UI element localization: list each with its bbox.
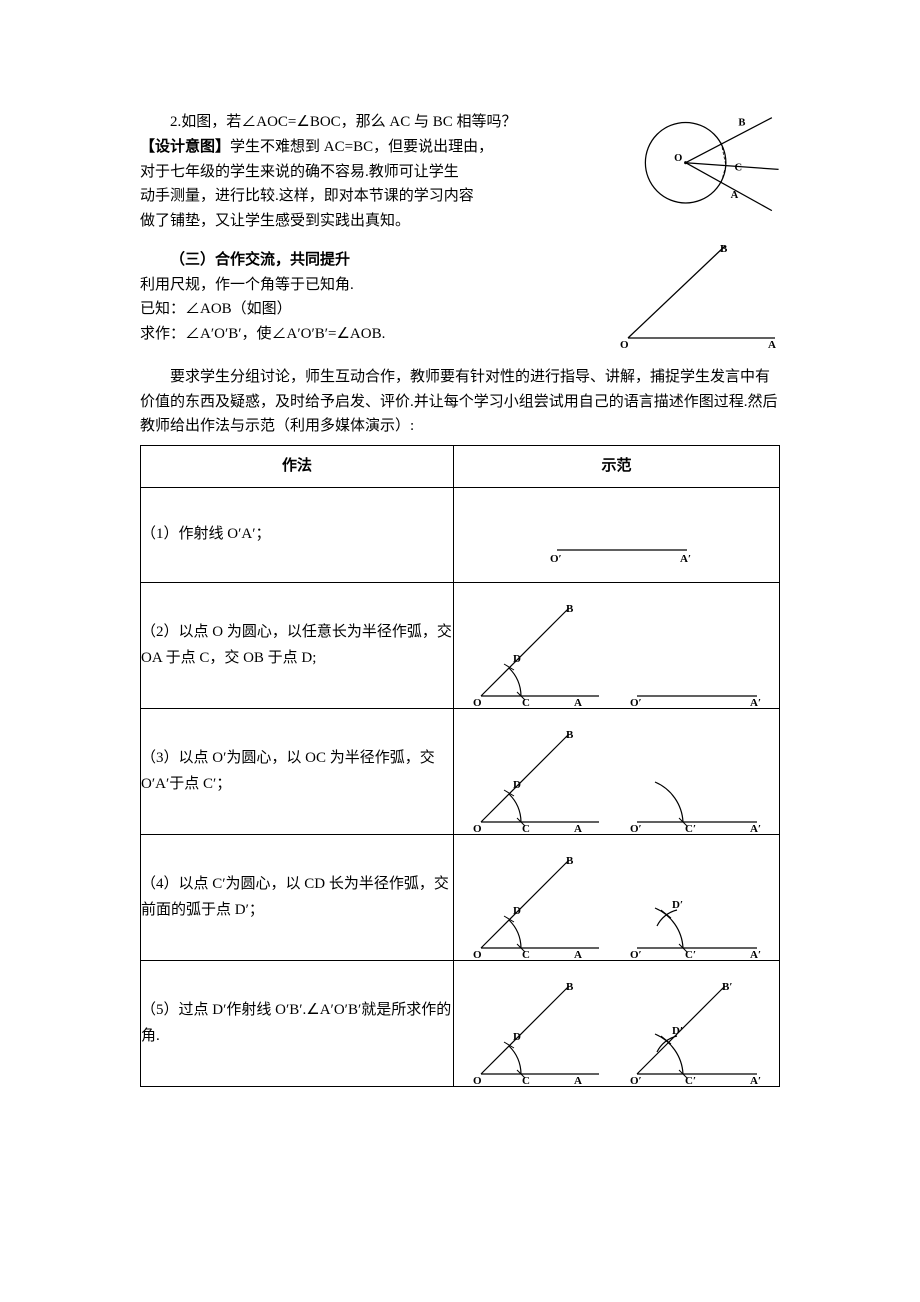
svg-text:B: B xyxy=(738,117,745,128)
svg-text:A: A xyxy=(768,339,776,350)
svg-text:O: O xyxy=(674,153,682,164)
step1-figure: O′ A′ xyxy=(454,488,780,583)
svg-text:C′: C′ xyxy=(685,1075,696,1086)
svg-text:D: D xyxy=(513,905,521,917)
step3-text: （3）以点 O′为圆心，以 OC 为半径作弧，交 O′A′于点 C′； xyxy=(141,709,454,835)
svg-text:A: A xyxy=(731,190,739,201)
svg-text:O: O xyxy=(473,697,482,708)
svg-text:A: A xyxy=(574,1075,582,1086)
svg-text:B: B xyxy=(566,603,574,615)
svg-text:C: C xyxy=(522,823,530,834)
svg-text:O: O xyxy=(473,1075,482,1086)
svg-text:B: B xyxy=(566,729,574,741)
intro-paragraph: 要求学生分组讨论，师生互动合作，教师要有针对性的进行指导、讲解，捕捉学生发言中有… xyxy=(140,365,780,439)
svg-text:D′: D′ xyxy=(672,899,683,911)
svg-text:D: D xyxy=(513,779,521,791)
p2-line1: 2.如图，若∠AOC=∠BOC，那么 AC 与 BC 相等吗？ xyxy=(170,114,517,130)
svg-text:O′: O′ xyxy=(630,823,642,834)
svg-text:C: C xyxy=(522,1075,530,1086)
design-intent-label: 【设计意图】 xyxy=(140,139,230,155)
svg-text:A′: A′ xyxy=(750,697,761,708)
svg-text:O′: O′ xyxy=(630,949,642,960)
p2-line3: 对于七年级的学生来说的确不容易.教师可让学生 xyxy=(140,160,530,185)
step1-text: （1）作射线 O′A′； xyxy=(141,488,454,583)
svg-text:O: O xyxy=(620,339,629,350)
circle-figure: O B C A xyxy=(610,110,790,225)
svg-text:O′: O′ xyxy=(550,553,562,565)
step5-figure: O C A D B O′ C′ xyxy=(454,961,780,1087)
p2-line4: 动手测量，进行比较.这样，即对本节课的学习内容 xyxy=(140,184,530,209)
svg-text:C: C xyxy=(522,697,530,708)
svg-text:D: D xyxy=(513,653,521,665)
step2-text: （2）以点 O 为圆心，以任意长为半径作弧，交 OA 于点 C，交 OB 于点 … xyxy=(141,583,454,709)
step3-figure: O C A D B O′ C′ A′ xyxy=(454,709,780,835)
svg-text:A′: A′ xyxy=(680,553,691,565)
svg-text:O′: O′ xyxy=(630,697,642,708)
svg-text:C: C xyxy=(735,162,743,173)
svg-text:D: D xyxy=(513,1031,521,1043)
svg-text:A: A xyxy=(574,823,582,834)
p2-line5: 做了铺垫，又让学生感受到实践出真知。 xyxy=(140,209,530,234)
svg-text:D′: D′ xyxy=(672,1025,683,1037)
svg-text:C′: C′ xyxy=(685,949,696,960)
svg-text:A′: A′ xyxy=(750,1075,761,1086)
th-method: 作法 xyxy=(141,446,454,488)
svg-text:A′: A′ xyxy=(750,949,761,960)
svg-text:B′: B′ xyxy=(722,981,732,993)
svg-text:B: B xyxy=(720,243,728,255)
svg-text:B: B xyxy=(566,981,574,993)
svg-text:O: O xyxy=(473,823,482,834)
svg-text:C′: C′ xyxy=(685,823,696,834)
svg-text:A: A xyxy=(574,949,582,960)
svg-text:C: C xyxy=(522,949,530,960)
step4-text: （4）以点 C′为圆心，以 CD 长为半径作弧，交前面的弧于点 D′； xyxy=(141,835,454,961)
th-demo: 示范 xyxy=(454,446,780,488)
svg-text:A: A xyxy=(574,697,582,708)
svg-text:A′: A′ xyxy=(750,823,761,834)
svg-text:O′: O′ xyxy=(630,1075,642,1086)
step5-text: （5）过点 D′作射线 O′B′.∠A′O′B′就是所求作的角. xyxy=(141,961,454,1087)
angle-aob-figure: O A B xyxy=(610,240,790,350)
step4-figure: O C A D B O′ C′ A′ xyxy=(454,835,780,961)
construction-table: 作法 示范 （1）作射线 O′A′； O′ A′ （2）以点 O 为圆心，以任意… xyxy=(140,445,780,1087)
step2-figure: O C A D B O′ A′ xyxy=(454,583,780,709)
svg-text:O: O xyxy=(473,949,482,960)
p2-line2b: 学生不难想到 AC=BC，但要说出理由， xyxy=(230,139,493,155)
svg-text:B: B xyxy=(566,855,574,867)
